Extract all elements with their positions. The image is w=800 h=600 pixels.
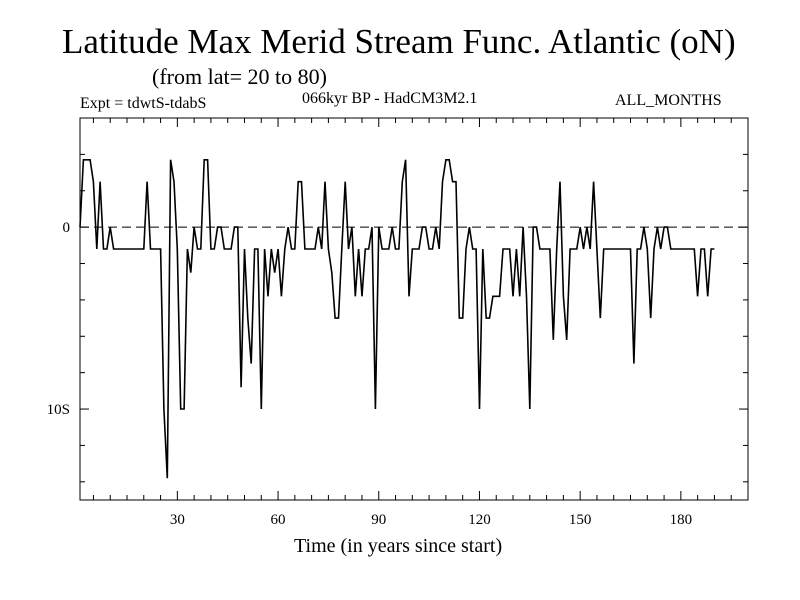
- axis-ticks: [80, 117, 748, 500]
- chart-title: Latitude Max Merid Stream Func. Atlantic…: [62, 22, 736, 61]
- x-tick-label: 120: [468, 512, 491, 528]
- tick-labels: 30 60 90 120 150 180 0 10S: [47, 220, 692, 528]
- y-tick-label: 10S: [47, 402, 70, 418]
- x-tick-label: 30: [170, 512, 185, 528]
- x-tick-label: 90: [371, 512, 386, 528]
- months-label: ALL_MONTHS: [615, 92, 722, 109]
- x-tick-label: 60: [271, 512, 286, 528]
- experiment-label: Expt = tdwtS-tdabS: [80, 95, 207, 112]
- plot-frame: [79, 117, 749, 501]
- x-tick-label: 150: [569, 512, 592, 528]
- chart-subtitle: (from lat= 20 to 80): [152, 64, 327, 89]
- model-label: 066kyr BP - HadCM3M2.1: [302, 90, 478, 107]
- x-tick-label: 180: [670, 512, 693, 528]
- x-axis-label: Time (in years since start): [294, 535, 503, 557]
- series-line: [79, 159, 715, 479]
- y-tick-label: 0: [63, 220, 71, 236]
